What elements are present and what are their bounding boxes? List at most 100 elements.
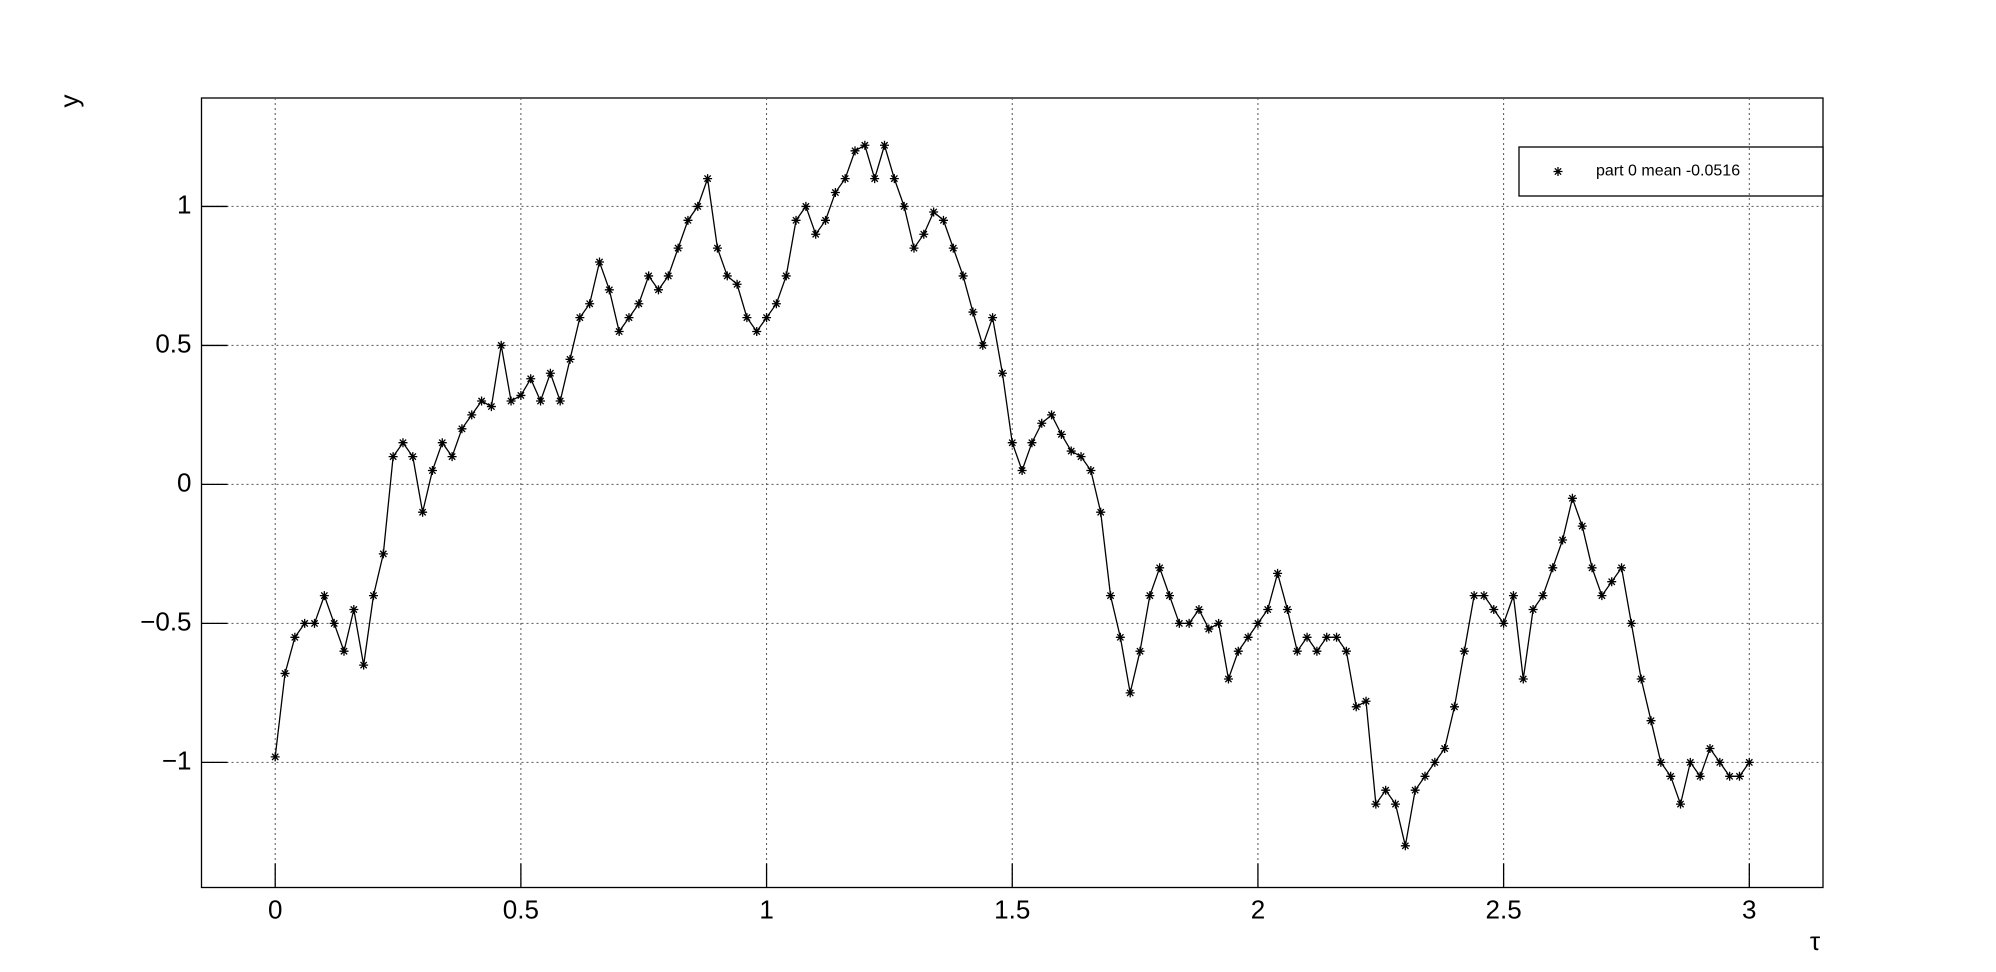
data-point — [585, 299, 595, 309]
data-point — [1302, 632, 1312, 642]
data-point — [536, 396, 546, 406]
data-point — [1086, 466, 1096, 476]
data-point — [1047, 410, 1057, 420]
data-point — [624, 313, 634, 323]
data-point — [1469, 591, 1479, 601]
y-tick-label: 0.5 — [155, 328, 191, 358]
data-point — [506, 396, 516, 406]
data-point — [919, 229, 929, 239]
data-point — [457, 424, 467, 434]
data-point — [673, 243, 683, 253]
data-point — [1558, 535, 1568, 545]
data-point — [280, 668, 290, 678]
data-point — [1744, 757, 1754, 767]
data-point — [830, 188, 840, 198]
data-point — [1312, 646, 1322, 656]
data-point — [1695, 771, 1705, 781]
data-point — [1371, 799, 1381, 809]
data-point — [447, 452, 457, 462]
data-point — [1322, 632, 1332, 642]
data-point — [310, 618, 320, 628]
data-point — [359, 660, 369, 670]
data-point — [1243, 632, 1253, 642]
data-point — [1194, 605, 1204, 615]
data-point — [821, 215, 831, 225]
data-point — [555, 396, 565, 406]
data-point — [437, 438, 447, 448]
data-point — [1518, 674, 1528, 684]
data-point — [418, 507, 428, 517]
data-point — [771, 299, 781, 309]
data-point — [781, 271, 791, 281]
data-point — [1164, 591, 1174, 601]
data-point — [526, 374, 536, 384]
data-point — [1676, 799, 1685, 809]
data-point — [1440, 744, 1450, 754]
legend: part 0 mean -0.0516 — [1518, 146, 1824, 197]
data-point — [683, 215, 693, 225]
data-point — [1479, 591, 1489, 601]
data-point — [762, 313, 772, 323]
data-point — [703, 174, 713, 184]
data-point — [1282, 605, 1292, 615]
data-point — [644, 271, 654, 281]
data-point — [1449, 702, 1459, 712]
data-point — [349, 605, 359, 615]
data-point — [378, 549, 388, 559]
data-point — [565, 354, 575, 364]
data-point — [1037, 418, 1047, 428]
data-point — [938, 215, 948, 225]
data-point — [290, 632, 300, 642]
data-point — [653, 285, 663, 295]
x-tick-label: 1 — [759, 894, 773, 924]
data-point — [1076, 452, 1086, 462]
data-point — [1096, 507, 1106, 517]
x-tick-label: 2.5 — [1486, 894, 1522, 924]
data-point — [850, 146, 860, 156]
data-point — [663, 271, 673, 281]
data-point — [1607, 577, 1617, 587]
x-tick-label: 2 — [1251, 894, 1265, 924]
data-point — [1391, 799, 1401, 809]
data-point — [329, 618, 339, 628]
data-point — [1135, 646, 1145, 656]
data-point — [1017, 466, 1027, 476]
data-point — [604, 285, 614, 295]
data-point — [1725, 771, 1735, 781]
data-point — [1705, 744, 1715, 754]
data-point — [1027, 438, 1037, 448]
data-point — [634, 299, 644, 309]
data-point — [1223, 674, 1233, 684]
data-point — [1253, 618, 1263, 628]
data-point — [545, 368, 555, 378]
data-point — [1489, 605, 1499, 615]
data-point — [595, 257, 605, 267]
data-point — [1666, 771, 1676, 781]
data-point — [899, 201, 909, 211]
data-point — [801, 201, 811, 211]
data-point — [1548, 563, 1558, 573]
data-point — [1204, 624, 1214, 634]
data-point — [879, 140, 889, 150]
y-tick-label: −0.5 — [140, 606, 191, 636]
data-point — [1184, 618, 1194, 628]
data-point — [1115, 632, 1125, 642]
data-point — [1273, 568, 1283, 578]
data-point — [408, 452, 418, 462]
data-point — [1410, 785, 1420, 795]
data-point — [712, 243, 722, 253]
x-axis-label: τ — [1810, 926, 1821, 956]
data-point — [1459, 646, 1469, 656]
data-point — [398, 438, 408, 448]
data-point — [1106, 591, 1116, 601]
data-point — [1567, 493, 1577, 503]
data-point — [1292, 646, 1302, 656]
data-point — [1617, 563, 1627, 573]
data-point — [1734, 771, 1744, 781]
series-line — [274, 142, 1750, 846]
legend-box — [1518, 146, 1824, 197]
data-point — [368, 591, 378, 601]
data-point — [1155, 563, 1165, 573]
data-point — [467, 410, 477, 420]
